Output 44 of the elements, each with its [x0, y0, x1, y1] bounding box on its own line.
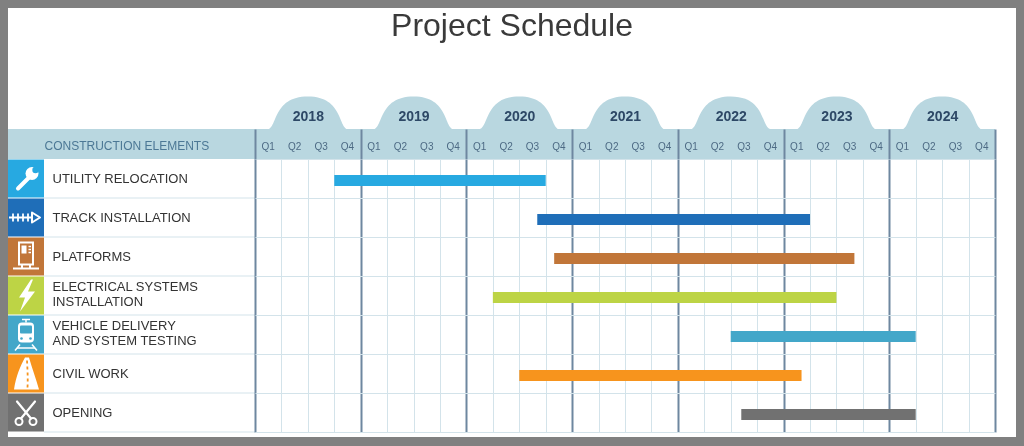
y-axis-title: CONSTRUCTION ELEMENTS	[44, 138, 210, 153]
text: Q4	[446, 141, 461, 152]
text: Q3	[737, 141, 752, 152]
text: Q3	[420, 141, 434, 152]
x-tick-label: 2024	[927, 107, 959, 124]
text: Q1	[578, 141, 593, 152]
text: Q3	[314, 141, 329, 152]
text: Q1	[790, 141, 804, 152]
text: Q4	[869, 141, 884, 152]
x-tick-label: 2021	[609, 107, 642, 124]
x-tick-label: 2019	[398, 107, 430, 124]
text: Q4	[340, 141, 355, 152]
y-tick-label: PLATFORMS	[52, 249, 132, 264]
text: Q2	[710, 141, 725, 152]
text: Q4	[975, 141, 989, 152]
chart-title: Project Schedule	[391, 7, 633, 43]
text: Q2	[287, 141, 302, 152]
text: Q3	[948, 141, 963, 152]
y-tick-label: TRACK INSTALLATION	[52, 210, 191, 225]
text: Q4	[657, 141, 672, 152]
text: Q4	[763, 141, 778, 152]
text: Q3	[631, 141, 646, 152]
x-tick-label: 2022	[715, 107, 747, 124]
x-tick-label: 2020	[504, 107, 536, 124]
text: Q1	[472, 141, 487, 152]
text: Q1	[895, 141, 910, 152]
y-tick-label: UTILITY RELOCATION	[52, 171, 188, 186]
text: Q1	[367, 141, 382, 152]
text: Q1	[684, 141, 699, 152]
text: Q2	[922, 141, 937, 152]
text: Q1	[261, 141, 276, 152]
text: Q3	[842, 141, 857, 152]
y-tick-label: CIVIL WORK	[52, 366, 129, 381]
y-tick-label: OPENING	[52, 405, 113, 420]
text: Q2	[816, 141, 831, 152]
x-tick-label: 2018	[292, 107, 325, 124]
text: Q3	[525, 141, 540, 152]
text: Q4	[552, 141, 567, 152]
text: Q2	[393, 141, 408, 152]
y-tick-label: ELECTRICAL SYSTEMS INSTALLATION	[52, 279, 199, 309]
y-tick-label: VEHICLE DELIVERY AND SYSTEM TESTING	[52, 318, 197, 348]
text: Q2	[605, 141, 619, 152]
text: Q2	[499, 141, 514, 152]
x-tick-label: 2023	[821, 107, 853, 124]
